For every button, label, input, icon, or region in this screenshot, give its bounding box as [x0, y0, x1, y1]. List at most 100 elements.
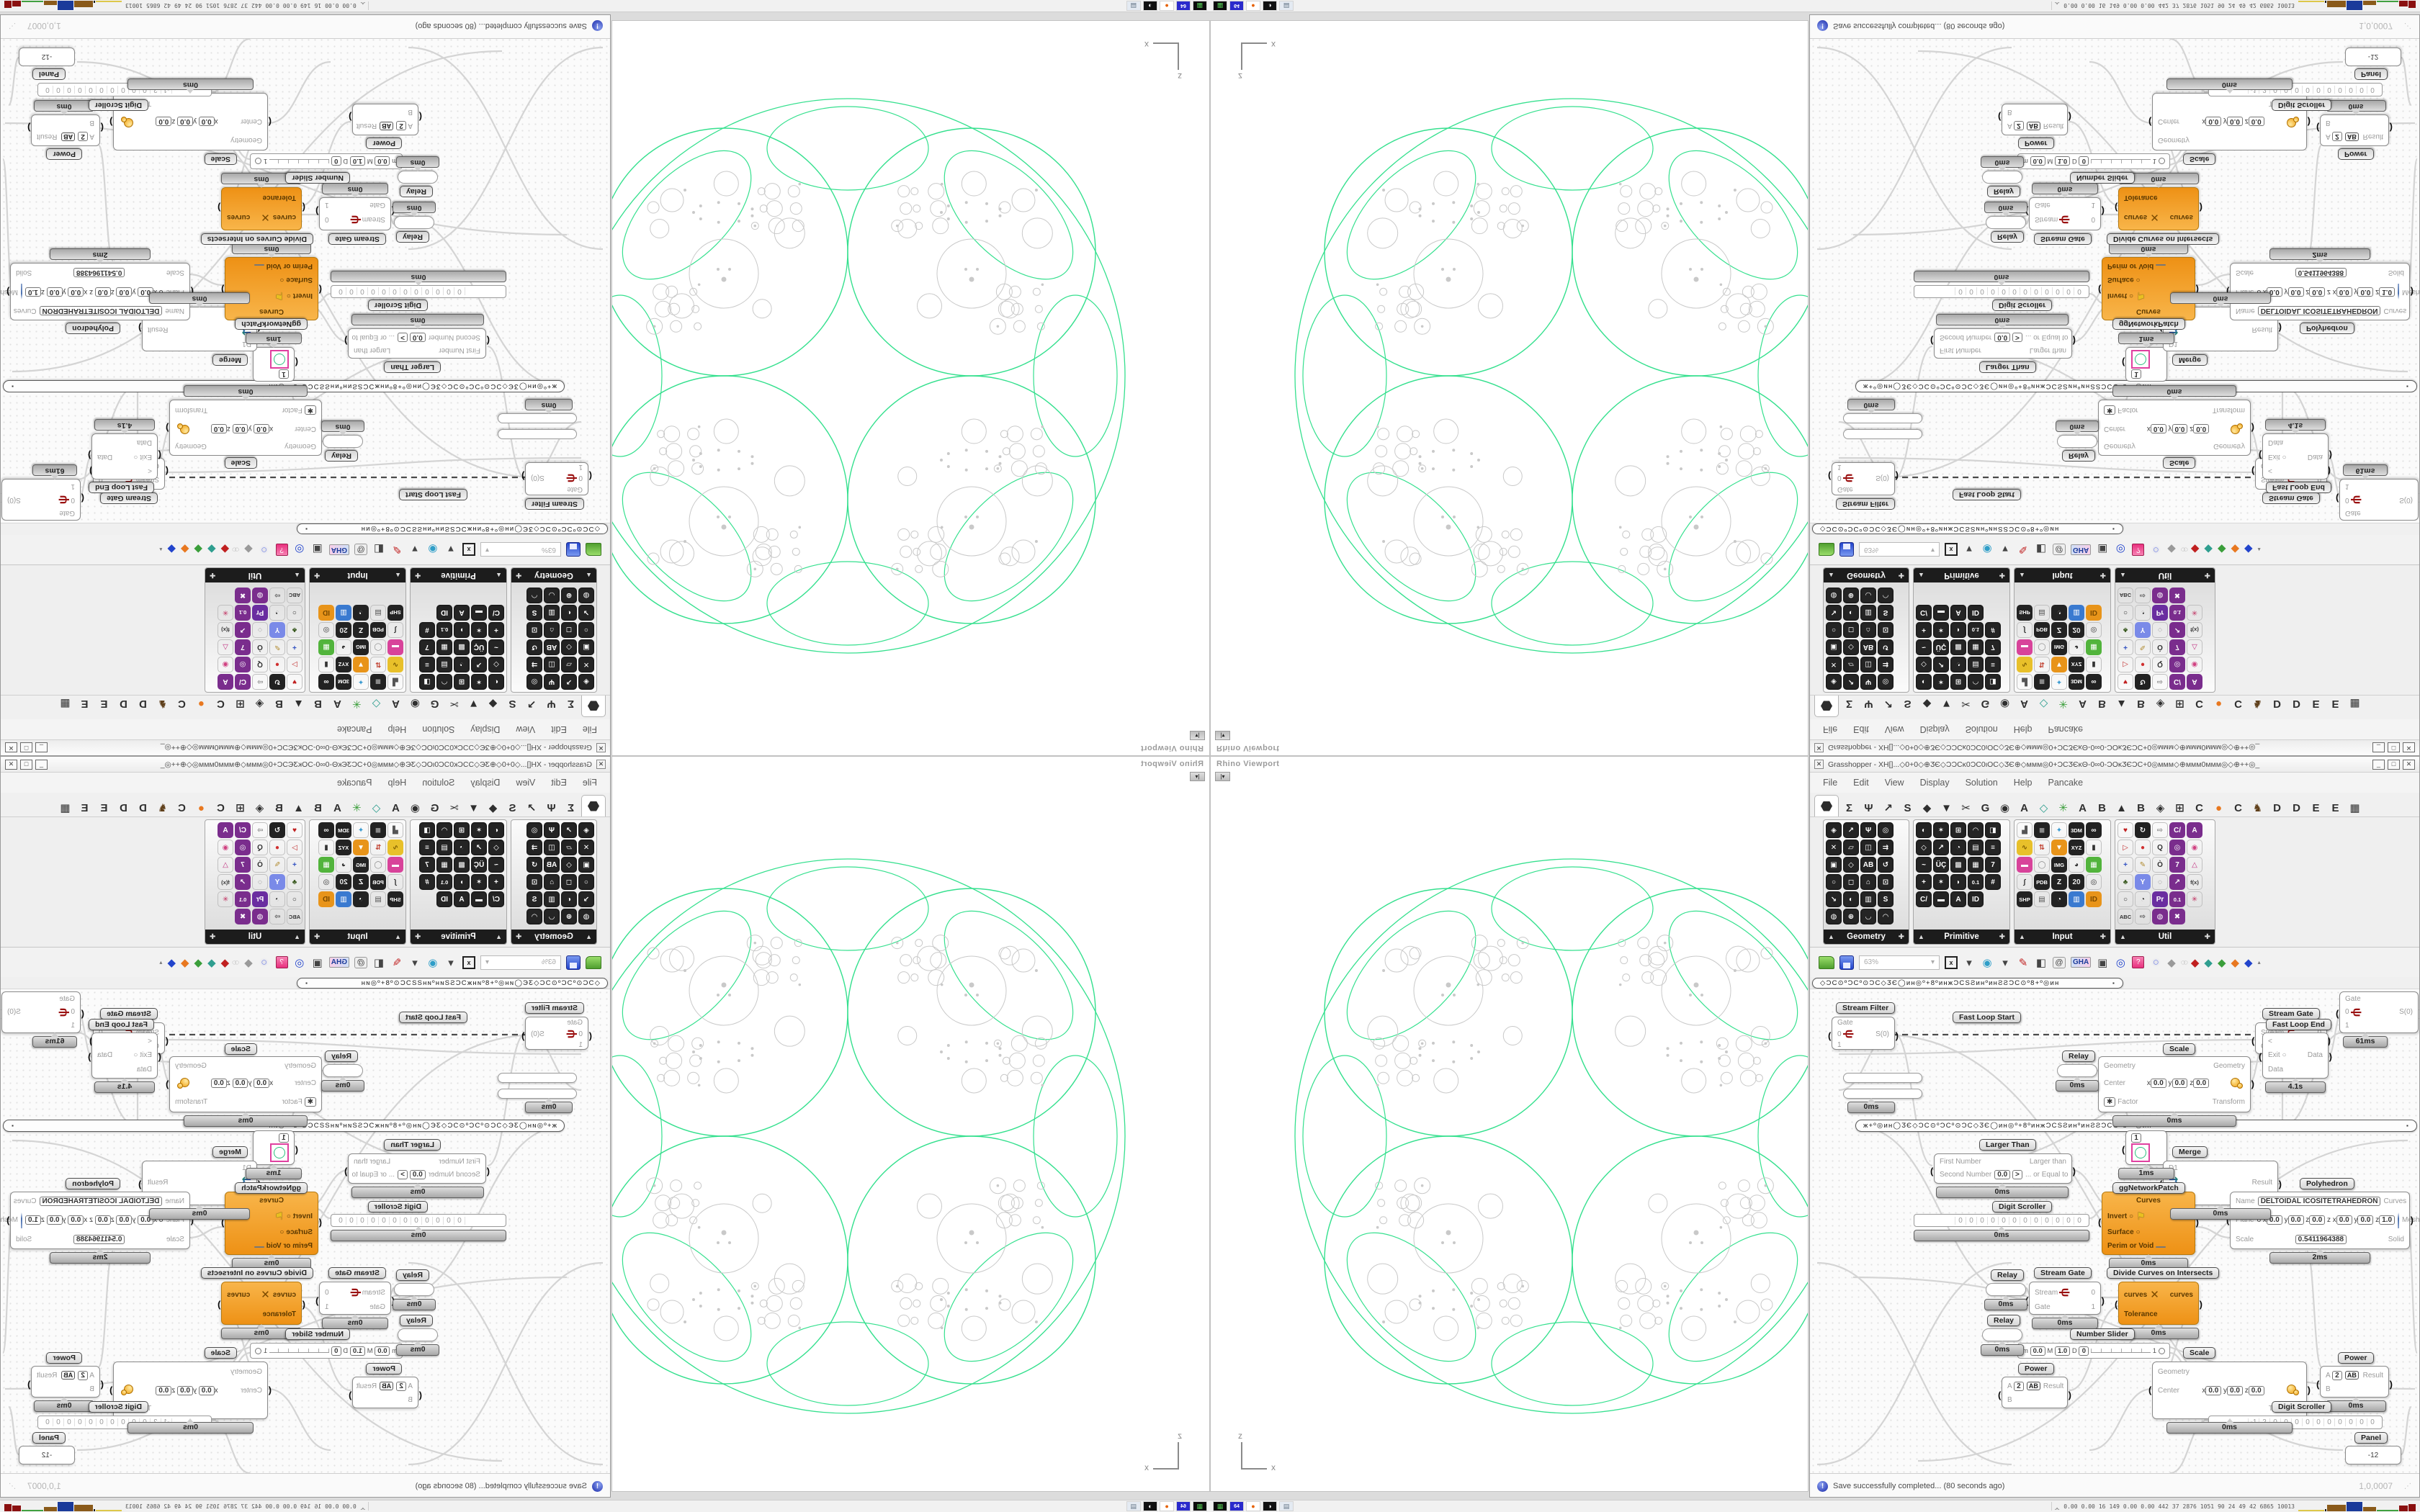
component-icon[interactable]: ◈	[578, 822, 594, 838]
component-icon[interactable]: ⌂	[1860, 874, 1876, 890]
component-icon[interactable]: 7	[419, 857, 435, 873]
component-icon[interactable]: ↺	[1878, 857, 1894, 873]
node-label[interactable]: Stream Filter	[1836, 498, 1896, 510]
preview-eye-icon[interactable]: ◉	[1982, 543, 1992, 556]
component-icon[interactable]: ID	[2086, 891, 2102, 907]
ribbon-tab-21[interactable]: C	[178, 698, 186, 711]
component-icon[interactable]: ◫	[1860, 657, 1876, 672]
component-icon[interactable]: ✦	[2051, 674, 2067, 690]
ribbon-tab-4[interactable]: S	[1904, 801, 1912, 814]
panel-label-primitive[interactable]: ▲ Primitive ✚	[1914, 930, 2009, 944]
panel-label-primitive[interactable]: ▲ Primitive ✚	[1914, 568, 2009, 582]
value-cell[interactable]: 0.0 >	[398, 1170, 426, 1179]
component-icon[interactable]: ◠	[436, 822, 452, 838]
ribbon-tab-1[interactable]: Σ	[1845, 698, 1852, 711]
preview-gem-icon[interactable]: ◌◌	[2180, 545, 2186, 554]
component-icon[interactable]: SHP	[2017, 605, 2033, 621]
output-hook[interactable]: )	[166, 422, 169, 433]
relay-node[interactable]	[398, 171, 438, 184]
node-label[interactable]: Polyhedron	[2300, 323, 2354, 334]
component-icon[interactable]: 0.1	[235, 891, 251, 907]
value-box[interactable]: DELTOIDAL ICOSITETRAHEDRON	[2257, 1197, 2381, 1207]
component-icon[interactable]: ▬	[2017, 857, 2033, 873]
component-node[interactable]: First Number Larger than Second Number 0.0 …	[1930, 328, 2076, 359]
component-icon[interactable]: ⊡	[1878, 622, 1894, 638]
grasshopper-title-bar[interactable]: ✕ Grasshopper - XH[]...◇0+0◇⊕ӠЄ◇ƆƆϹκ0ƆϹ0…	[1810, 757, 2419, 773]
component-icon[interactable]: ◈	[578, 674, 594, 690]
component-icon[interactable]: Y	[269, 874, 285, 890]
component-node[interactable]: 1(	[253, 347, 298, 382]
component-icon[interactable]: ▱	[561, 840, 577, 855]
node-label[interactable]: Number Slider	[285, 1328, 350, 1340]
component-icon[interactable]: ÜÇ	[1933, 639, 1949, 655]
node-label[interactable]: Stream Gate	[2262, 492, 2320, 504]
component-icon[interactable]: ✖	[2169, 909, 2185, 924]
component-icon[interactable]: ID	[1968, 605, 1984, 621]
component-icon[interactable]: ○	[287, 891, 302, 907]
ribbon-tab-16[interactable]: B	[2137, 801, 2145, 814]
component-icon[interactable]: ↗	[2169, 622, 2185, 638]
component-icon[interactable]: ♣	[2118, 622, 2133, 638]
component-node[interactable]: First Number Larger than Second Number 0.0 …	[344, 328, 490, 359]
value-box[interactable]: 0.0	[2227, 117, 2243, 127]
ribbon-tab-3[interactable]: ↗	[527, 802, 537, 814]
component-icon[interactable]: ◨	[1985, 674, 2001, 690]
component-icon[interactable]: ✶	[471, 622, 487, 638]
node-label[interactable]: Scale	[2183, 1347, 2216, 1359]
output-hook[interactable]: )	[349, 1389, 352, 1400]
menu-bar[interactable]: File Edit View Display Solution Help Pancake	[1810, 773, 2419, 793]
value-box[interactable]: DELTOIDAL ICOSITETRAHEDRON	[2257, 305, 2381, 315]
taskbar-app-icon-0[interactable]: ▦	[1213, 1501, 1227, 1511]
value-box[interactable]	[254, 1246, 264, 1248]
relay-node[interactable]	[498, 429, 577, 439]
node-label[interactable]: Relay	[324, 450, 358, 462]
value-box[interactable]: >	[398, 1170, 408, 1179]
node-label[interactable]: Panel	[32, 1432, 66, 1444]
ribbon-tab-13[interactable]: A	[333, 698, 341, 711]
plugin-node[interactable]: curves ✕ curves Tolerance()	[218, 187, 305, 230]
component-icon[interactable]: ⇨	[2152, 822, 2168, 838]
menu-item-display[interactable]: Display	[1919, 778, 1950, 788]
node-label[interactable]: Fast Loop Start	[1953, 1012, 2022, 1023]
node-label[interactable]: Larger Than	[1979, 361, 2036, 373]
tiny-arrow-icon[interactable]: ▴	[159, 546, 163, 553]
taskbar[interactable]: ▦ 64 ● ◑ ▤ ᆺ 0.00 0.00 16 149 0.00 0.00 442 37 2876 10…	[1210, 1500, 2420, 1512]
plugin-node[interactable]: curves ✕ curves Tolerance()	[2115, 187, 2202, 230]
taskbar-app-icon-2[interactable]: ●	[1160, 1501, 1174, 1511]
input-hook[interactable]: (	[2115, 1299, 2118, 1310]
component-icon[interactable]: ●	[269, 840, 285, 855]
node-label[interactable]: Number Slider	[2070, 172, 2135, 184]
input-hook[interactable]: (	[268, 116, 272, 127]
slider-track[interactable]	[2091, 159, 2151, 163]
preview-gem-icon[interactable]: ◆	[2204, 543, 2213, 556]
node-label[interactable]: Divide Curves on Intersects	[2107, 1267, 2220, 1279]
component-icon[interactable]: ✎	[2135, 857, 2151, 873]
component-icon[interactable]: ◫	[544, 840, 560, 855]
node-label[interactable]: Stream Filter	[524, 1002, 584, 1014]
canvas-toolbar[interactable]: 63% ▾ x ▾ ◉ ▾ ✎ ◧ @ GHA ▣ ◎? ○ ◆ ◌◌ ◆ ◆ ◆ ◆ ◆ ▴	[1, 535, 610, 564]
canvas-toolbar[interactable]: 63% ▾ x ▾ ◉ ▾ ✎ ◧ @ GHA ▣ ◎? ○ ◆ ◌◌ ◆ ◆ ◆ ◆ ◆ ▴	[1, 948, 610, 977]
ribbon-tab-8[interactable]: G	[1981, 698, 1990, 711]
taskbar[interactable]: ▦ 64 ● ◑ ▤ ᆺ 0.00 0.00 16 149 0.00 0.00 442 37 2876 10…	[1210, 0, 2420, 12]
relay-node[interactable]	[498, 1089, 577, 1099]
node-label[interactable]: Scale	[2163, 1043, 2196, 1055]
component-icon[interactable]: ▤	[370, 891, 386, 907]
output-hook[interactable]: )	[88, 1050, 91, 1062]
component-icon[interactable]: ↺	[526, 639, 542, 655]
resize-grip[interactable]: ⋰	[2404, 22, 2412, 30]
component-icon[interactable]: ∫	[387, 874, 403, 890]
maximize-icon[interactable]: □	[2388, 759, 2400, 770]
node-label[interactable]: Power	[2338, 1352, 2374, 1364]
component-icon[interactable]: #	[1985, 622, 2001, 638]
close-icon[interactable]: ✕	[596, 743, 606, 752]
component-icon[interactable]: ●	[2135, 840, 2151, 855]
component-icon[interactable]: ◔	[2135, 891, 2151, 907]
value-box[interactable]: 0.0	[2309, 287, 2326, 297]
component-icon[interactable]: ○	[287, 605, 302, 621]
tiny-arrow-icon[interactable]: ▴	[159, 959, 163, 966]
component-node[interactable]: < Exit ○ Data Data()	[88, 433, 161, 480]
node-label[interactable]: ggNetworkPatch	[2112, 318, 2185, 330]
component-icon[interactable]: ABC	[2118, 909, 2133, 924]
